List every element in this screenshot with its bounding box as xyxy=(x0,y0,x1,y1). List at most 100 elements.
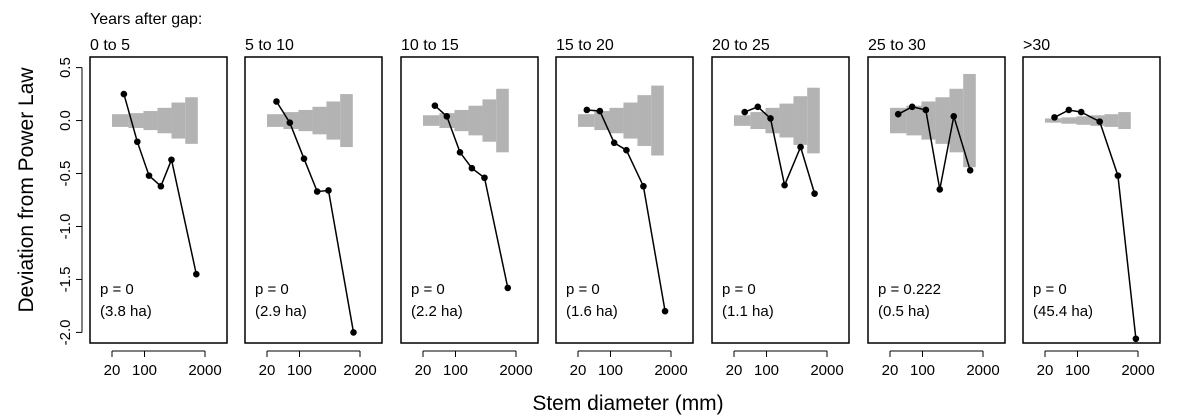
data-point xyxy=(1077,108,1085,116)
distribution-bar xyxy=(1061,117,1077,124)
panel-frame xyxy=(89,56,228,344)
series-line xyxy=(275,101,355,333)
data-point xyxy=(1132,335,1140,343)
p-value-label: p = 0 xyxy=(566,281,600,298)
panel-frame xyxy=(1022,56,1161,344)
x-tick-label: 100 xyxy=(287,362,312,379)
data-point xyxy=(443,113,451,120)
panel-title: 0 to 5 xyxy=(90,37,130,54)
area-label: (2.9 ha) xyxy=(255,303,307,320)
x-tick-label: 2000 xyxy=(654,362,687,379)
panel-2: 5 to 10 p = 0 (2.9 ha) 20 100 2000 xyxy=(244,37,383,379)
panel-1: 0 to 5 p = 0 (3.8 ha) 20 100 2000 0.5 0.0 -0.5 -1… xyxy=(57,37,228,379)
distribution-bar xyxy=(112,114,129,127)
panel-frame xyxy=(711,56,850,344)
data-point xyxy=(193,270,200,278)
distribution-bar xyxy=(298,109,313,132)
area-label: (45.4 ha) xyxy=(1033,303,1093,320)
figure-header: Years after gap: xyxy=(90,11,202,28)
panel-title: 10 to 15 xyxy=(401,37,459,54)
distribution-bar xyxy=(468,105,483,136)
distribution-bar xyxy=(637,95,652,146)
data-point xyxy=(120,90,128,98)
distribution-bar xyxy=(750,112,766,130)
p-value-label: p = 0 xyxy=(255,281,289,298)
distribution-bar xyxy=(963,73,976,168)
data-point xyxy=(936,186,944,193)
y-tick-label: 0.5 xyxy=(57,57,74,78)
distribution-bar xyxy=(1045,118,1062,123)
distribution-bar xyxy=(185,97,198,144)
y-tick-label: 0.0 xyxy=(57,110,74,131)
panel-grid: 0 to 5 p = 0 (3.8 ha) 20 100 2000 0.5 0.0 -0.5 -1… xyxy=(57,37,1161,379)
distribution-bar xyxy=(906,105,922,136)
data-point xyxy=(966,167,974,174)
area-label: (3.8 ha) xyxy=(100,303,152,320)
data-point xyxy=(481,174,488,182)
data-point xyxy=(431,102,439,110)
panel-3: 10 to 15 p = 0 (2.2 ha) 20 100 2000 xyxy=(400,37,539,379)
distribution-bar xyxy=(890,107,907,134)
area-label: (2.2 ha) xyxy=(411,303,463,320)
distribution-bar xyxy=(793,96,808,145)
data-point xyxy=(1114,172,1122,179)
distribution-bar xyxy=(312,106,327,135)
data-point xyxy=(741,108,749,116)
distribution-bar xyxy=(439,113,455,128)
y-tick-label: -1.0 xyxy=(57,214,74,240)
distribution-bar xyxy=(423,115,440,126)
distribution-bar xyxy=(454,109,469,132)
distribution-bar xyxy=(143,111,158,131)
area-label: (0.5 ha) xyxy=(878,303,930,320)
distribution-bar xyxy=(578,114,595,127)
x-tick-label: 20 xyxy=(570,362,587,379)
data-point xyxy=(811,190,818,197)
panel-6: 25 to 30 p = 0.222 (0.5 ha) 20 100 2000 xyxy=(867,37,1006,379)
x-tick-label: 2000 xyxy=(966,362,999,379)
panel-frame xyxy=(555,56,694,344)
data-point xyxy=(754,103,762,111)
x-tick-label: 100 xyxy=(910,362,935,379)
distribution-bar xyxy=(157,107,172,134)
data-point xyxy=(1051,114,1058,121)
distribution-bar xyxy=(1076,116,1091,125)
distribution-bar xyxy=(807,87,820,154)
panel-4: 15 to 20 p = 0 (1.6 ha) 20 100 2000 xyxy=(555,37,694,379)
data-point xyxy=(273,98,280,105)
data-point xyxy=(168,156,175,164)
data-point xyxy=(950,113,958,120)
panel-title: 20 to 25 xyxy=(712,37,770,54)
data-point xyxy=(468,164,476,172)
x-tick-label: 2000 xyxy=(499,362,532,379)
x-tick-label: 20 xyxy=(726,362,743,379)
y-tick-label: -2.0 xyxy=(57,319,74,345)
data-point xyxy=(504,284,512,292)
panel-frame xyxy=(867,56,1006,344)
data-point xyxy=(781,181,788,189)
area-label: (1.1 ha) xyxy=(722,303,774,320)
x-tick-label: 2000 xyxy=(343,362,376,379)
x-tick-label: 100 xyxy=(598,362,623,379)
y-tick-label: -0.5 xyxy=(57,161,74,187)
data-point xyxy=(894,110,902,118)
x-tick-label: 20 xyxy=(882,362,899,379)
data-point xyxy=(623,146,630,154)
data-point xyxy=(596,107,604,115)
panel-frame xyxy=(400,56,539,344)
panel-7: >30 p = 0 (45.4 ha) 20 100 2000 xyxy=(1022,37,1161,379)
distribution-bar xyxy=(779,103,794,138)
x-tick-label: 20 xyxy=(259,362,276,379)
p-value-label: p = 0 xyxy=(411,281,445,298)
panel-5: 20 to 25 p = 0 (1.1 ha) 20 100 2000 xyxy=(711,37,850,379)
panel-title: >30 xyxy=(1023,37,1050,54)
data-point xyxy=(640,182,647,190)
x-tick-label: 100 xyxy=(754,362,779,379)
x-axis-title: Stem diameter (mm) xyxy=(532,392,723,415)
x-tick-label: 20 xyxy=(1037,362,1054,379)
panel-title: 15 to 20 xyxy=(556,37,614,54)
data-point xyxy=(661,307,669,315)
distribution-bar xyxy=(496,88,509,153)
data-point xyxy=(583,106,591,114)
distribution-bar xyxy=(609,107,624,134)
